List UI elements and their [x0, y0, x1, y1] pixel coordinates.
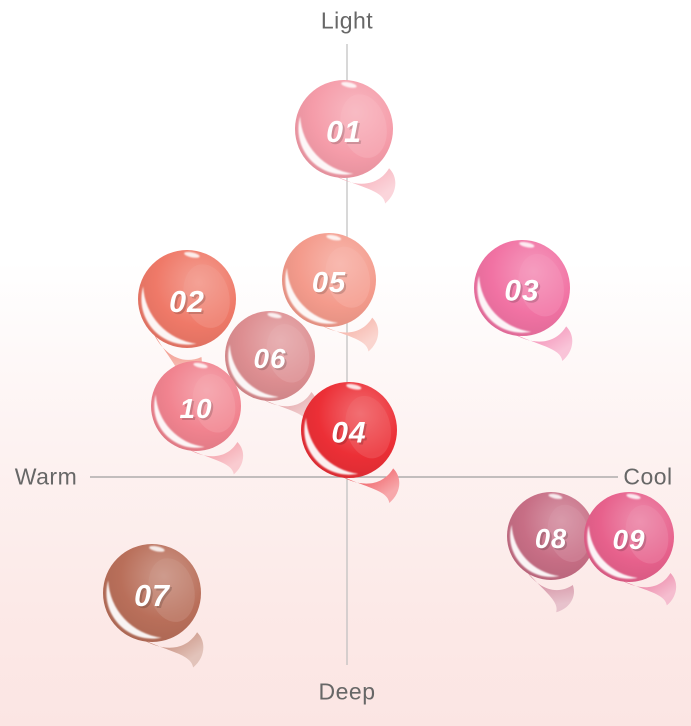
- swatch-body: [301, 382, 397, 478]
- gloss-crescent-highlight: [228, 344, 279, 398]
- sheen-highlight: [183, 264, 230, 328]
- swatch-number-shadow: 05: [314, 269, 348, 301]
- swatch-number-shadow: 01: [328, 117, 364, 151]
- swatch-body: [584, 492, 674, 582]
- swatch-body: [225, 311, 315, 401]
- swatch-body: [151, 361, 241, 451]
- swatch-number-shadow: 04: [333, 418, 368, 451]
- swatch-drip: [317, 317, 379, 352]
- gloss-crescent-highlight: [304, 417, 359, 475]
- swatch-body: [103, 544, 201, 642]
- swatch-number-shadow: 06: [255, 345, 288, 376]
- top-gloss-highlight: [626, 493, 641, 500]
- swatch-drip: [524, 568, 574, 613]
- swatch-drip: [337, 468, 400, 503]
- axis-label-light: Light: [320, 7, 374, 34]
- swatch-body: [474, 240, 570, 336]
- swatch-number: 02: [169, 285, 205, 319]
- swatch-number: 01: [326, 115, 362, 149]
- swatch-drip: [140, 632, 204, 668]
- gloss-crescent-highlight: [141, 286, 197, 345]
- sheen-highlight: [192, 374, 236, 433]
- gloss-crescent-highlight: [285, 268, 339, 324]
- swatch-number-shadow: 07: [136, 581, 173, 615]
- sheen-highlight: [148, 558, 195, 622]
- swatch-drip: [618, 573, 677, 606]
- sheen-highlight: [340, 94, 387, 158]
- swatch-drip: [259, 392, 318, 425]
- swatch-drip: [185, 442, 244, 475]
- top-gloss-highlight: [184, 252, 200, 258]
- swatch-number-shadow: 08: [537, 525, 569, 556]
- swatch-number: 04: [331, 416, 366, 449]
- swatch-number-shadow: 09: [614, 526, 647, 557]
- swatch-number: 09: [612, 524, 645, 555]
- swatch-number-shadow: 03: [506, 276, 541, 309]
- top-gloss-highlight: [519, 241, 535, 248]
- top-gloss-highlight: [193, 362, 208, 369]
- swatch-number: 06: [253, 343, 286, 374]
- gloss-crescent-highlight: [510, 524, 560, 577]
- swatch-number: 03: [504, 274, 539, 307]
- gloss-crescent-highlight: [587, 525, 638, 579]
- swatch-number: 08: [535, 523, 567, 554]
- axis-label-deep: Deep: [318, 678, 376, 705]
- swatch-number: 05: [312, 267, 346, 299]
- swatch-drip: [332, 168, 396, 204]
- gloss-crescent-highlight: [106, 580, 162, 639]
- sheen-highlight: [325, 246, 371, 308]
- swatch-number-shadow: 10: [181, 395, 214, 426]
- sheen-highlight: [266, 324, 310, 383]
- sheen-highlight: [518, 253, 564, 317]
- gloss-crescent-highlight: [477, 275, 532, 333]
- top-gloss-highlight: [149, 546, 165, 552]
- top-gloss-highlight: [548, 493, 563, 500]
- swatch-number: 07: [134, 579, 171, 613]
- sheen-highlight: [547, 504, 590, 562]
- swatch-body: [138, 250, 236, 348]
- swatch-drip: [510, 326, 573, 361]
- axis-label-warm: Warm: [14, 463, 78, 490]
- swatch-body: [282, 233, 376, 327]
- swatch-number: 10: [179, 393, 212, 424]
- top-gloss-highlight: [341, 82, 357, 88]
- swatch-body: [295, 80, 393, 178]
- gloss-crescent-highlight: [298, 116, 354, 175]
- sheen-highlight: [345, 395, 391, 459]
- sheen-highlight: [625, 505, 669, 564]
- top-gloss-highlight: [346, 383, 362, 390]
- axis-label-cool: Cool: [623, 463, 673, 490]
- top-gloss-highlight: [267, 312, 282, 319]
- top-gloss-highlight: [326, 234, 342, 241]
- gloss-crescent-highlight: [154, 394, 205, 448]
- swatch-number-shadow: 02: [171, 287, 207, 321]
- swatch-body: [507, 492, 595, 580]
